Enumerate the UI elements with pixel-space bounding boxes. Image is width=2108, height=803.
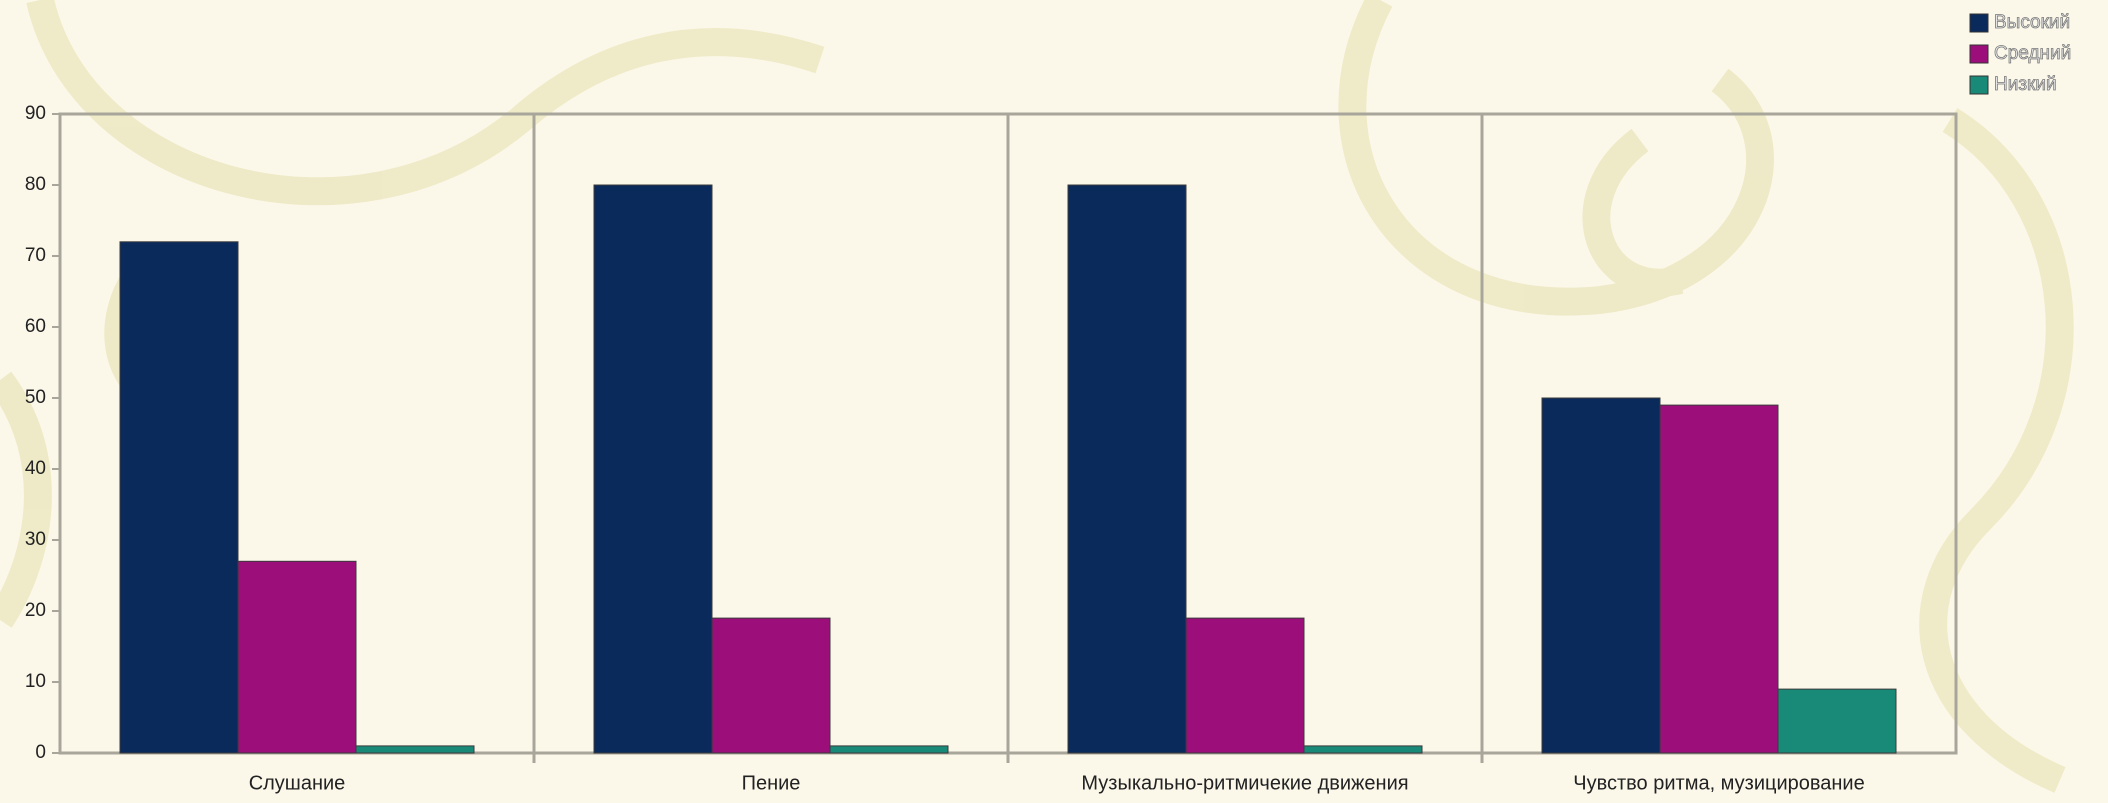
legend-swatch	[1969, 75, 1989, 95]
x-tick-label: Чувство ритма, музицирование	[1573, 772, 1864, 794]
bar	[1185, 617, 1305, 754]
bar	[1303, 745, 1423, 754]
legend-swatch	[1969, 44, 1989, 64]
y-tick-label: 80	[25, 174, 46, 195]
y-tick-label: 30	[25, 529, 46, 550]
bar	[355, 745, 475, 754]
y-tick-label: 0	[35, 742, 46, 763]
y-tick-label: 60	[25, 316, 46, 337]
y-tick-label: 70	[25, 245, 46, 266]
bar	[1777, 688, 1897, 754]
bar	[119, 241, 239, 754]
y-tick-label: 20	[25, 600, 46, 621]
bar	[593, 184, 713, 754]
x-tick-label: Слушание	[249, 772, 346, 794]
bar	[237, 560, 357, 754]
legend-label: Высокий	[1994, 12, 2070, 33]
legend-label: Низкий	[1994, 74, 2057, 95]
x-tick-label: Музыкально-ритмичекие движения	[1081, 772, 1408, 794]
bar	[1541, 397, 1661, 754]
y-tick-label: 90	[25, 103, 46, 124]
bar	[1067, 184, 1187, 754]
legend-label: Средний	[1994, 43, 2071, 64]
bar	[1659, 404, 1779, 754]
legend-swatch	[1969, 13, 1989, 33]
bar	[829, 745, 949, 754]
y-tick-label: 10	[25, 671, 46, 692]
y-tick-label: 50	[25, 387, 46, 408]
bar	[711, 617, 831, 754]
y-tick-label: 40	[25, 458, 46, 479]
x-tick-label: Пение	[742, 772, 801, 794]
